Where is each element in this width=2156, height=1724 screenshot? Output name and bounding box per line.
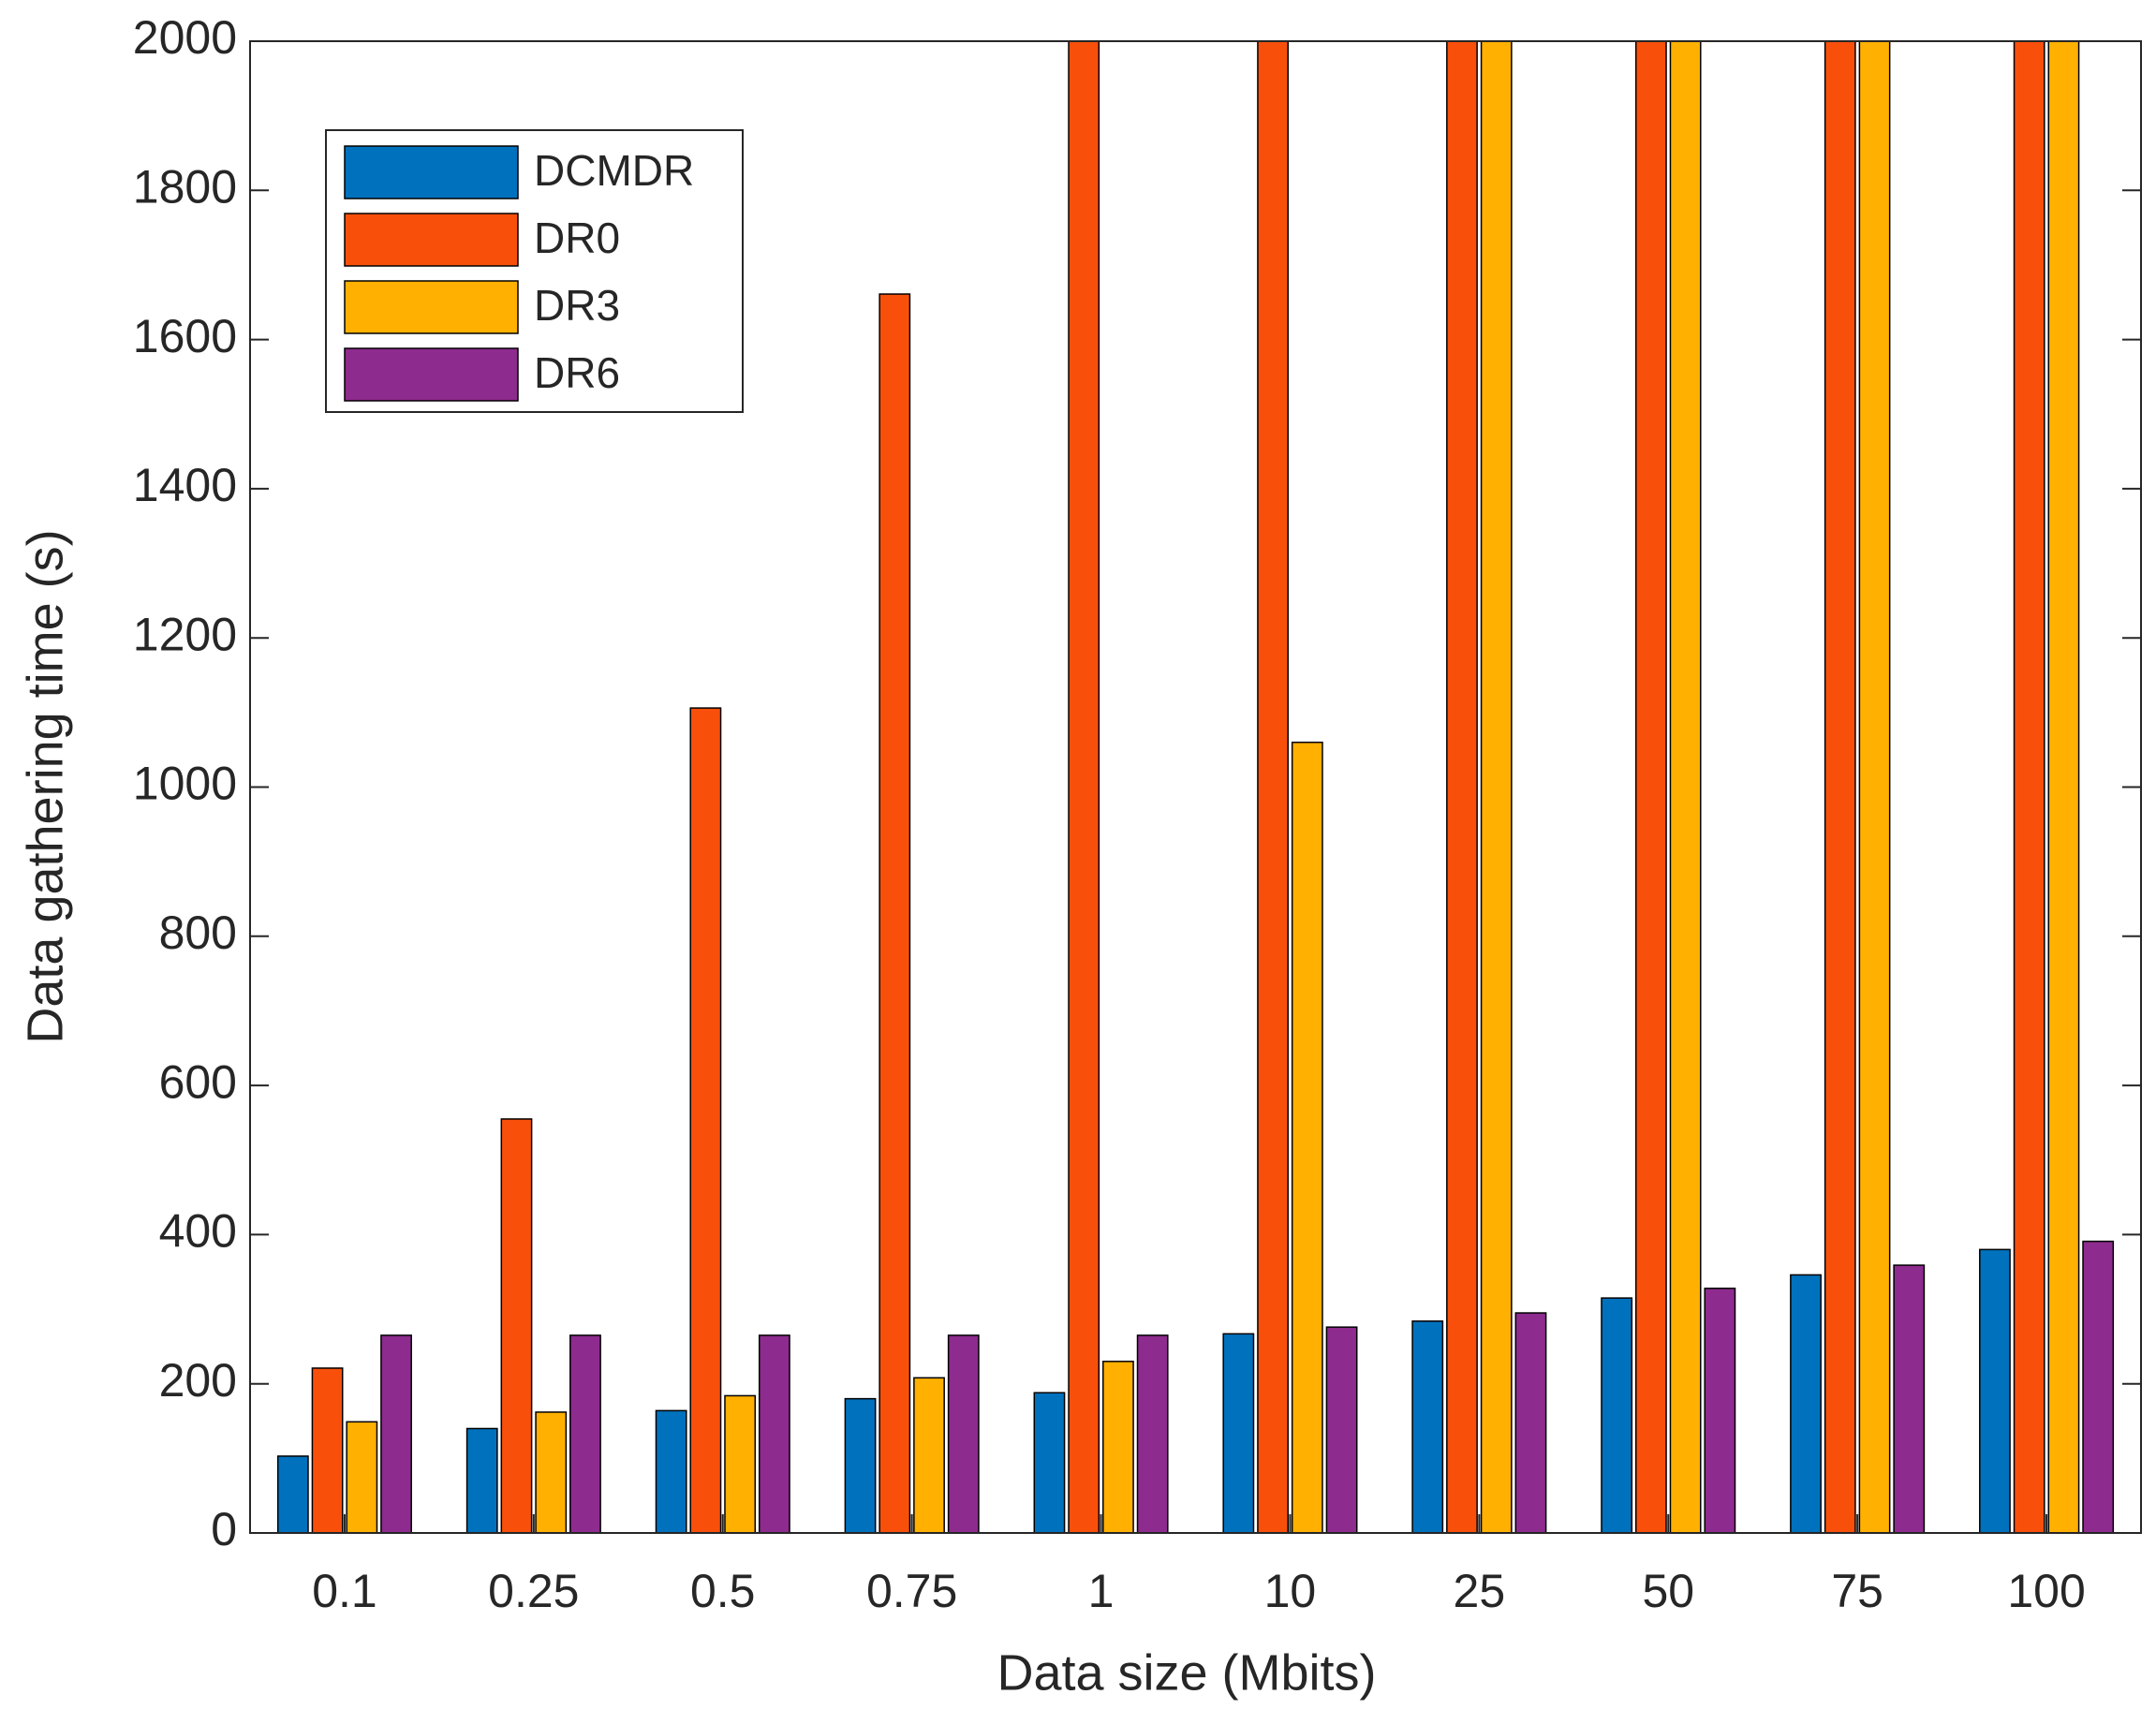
bar — [1446, 41, 1478, 1533]
bar — [1325, 1326, 1358, 1533]
y-tick-label: 600 — [159, 1055, 237, 1108]
bar — [913, 1377, 945, 1533]
bar — [844, 1397, 877, 1533]
x-tick-label: 50 — [1642, 1565, 1694, 1617]
bar — [1634, 41, 1667, 1533]
bars — [276, 41, 2115, 1533]
y-tick-label: 0 — [211, 1503, 237, 1555]
bar — [1893, 1264, 1926, 1533]
y-tick-label: 400 — [159, 1205, 237, 1258]
bar — [1291, 741, 1323, 1533]
x-tick-label: 0.25 — [488, 1565, 579, 1617]
x-tick-label: 10 — [1264, 1565, 1317, 1617]
x-tick-label: 0.75 — [866, 1565, 957, 1617]
x-tick-label: 0.1 — [312, 1565, 377, 1617]
y-tick-label: 1800 — [133, 161, 237, 214]
bar — [465, 1427, 498, 1533]
bar — [276, 1455, 309, 1533]
x-tick-label: 75 — [1831, 1565, 1883, 1617]
y-tick-label: 200 — [159, 1354, 237, 1407]
bar — [2082, 1240, 2115, 1533]
bar — [1480, 41, 1513, 1533]
bar — [346, 1421, 378, 1533]
bar — [500, 1118, 533, 1533]
bar — [2047, 41, 2080, 1533]
y-tick-label: 800 — [159, 906, 237, 959]
bar — [724, 1394, 757, 1533]
bar — [1136, 1334, 1169, 1533]
bar — [569, 1334, 601, 1533]
bar — [1102, 1361, 1134, 1533]
plot-frame — [249, 40, 2142, 1534]
bar — [1824, 41, 1856, 1533]
bar — [947, 1334, 980, 1533]
bar — [1979, 1248, 2011, 1533]
legend-label: DR0 — [534, 214, 620, 262]
x-tick-label: 0.5 — [690, 1565, 756, 1617]
bar — [1858, 41, 1891, 1533]
bar — [1514, 1312, 1547, 1533]
bar — [311, 1367, 344, 1533]
bar — [1068, 41, 1100, 1533]
bar — [1601, 1297, 1633, 1533]
bar — [879, 293, 911, 1533]
bar — [1257, 41, 1289, 1533]
bar — [1669, 41, 1702, 1533]
legend-swatch — [344, 347, 519, 402]
bar — [2013, 41, 2045, 1533]
y-tick-label: 1000 — [133, 758, 237, 810]
bar — [1411, 1320, 1444, 1533]
y-axis-label: Data gathering time (s) — [17, 529, 73, 1043]
x-tick-label: 100 — [2007, 1565, 2085, 1617]
bar — [1033, 1392, 1066, 1533]
y-tick-label: 1200 — [133, 608, 237, 660]
x-axis-label: Data size (Mbits) — [997, 1644, 1376, 1701]
legend-swatch — [344, 145, 519, 199]
x-tick-label: 25 — [1454, 1565, 1506, 1617]
legend-label: DR3 — [534, 281, 620, 330]
bar — [535, 1411, 568, 1533]
bar — [655, 1409, 687, 1533]
legend-label: DCMDR — [534, 146, 694, 195]
legend-swatch — [344, 280, 519, 334]
x-tick-label: 1 — [1088, 1565, 1115, 1617]
bar — [1790, 1274, 1822, 1533]
bar — [689, 707, 722, 1533]
bar — [758, 1334, 790, 1533]
bar — [1704, 1287, 1736, 1533]
legend-label: DR6 — [534, 348, 620, 397]
y-tick-label: 1600 — [133, 310, 237, 362]
legend-swatch — [344, 213, 519, 267]
bar — [380, 1334, 412, 1533]
bar — [1222, 1333, 1255, 1533]
y-tick-label: 1400 — [133, 459, 237, 511]
y-tick-label: 2000 — [133, 11, 237, 64]
